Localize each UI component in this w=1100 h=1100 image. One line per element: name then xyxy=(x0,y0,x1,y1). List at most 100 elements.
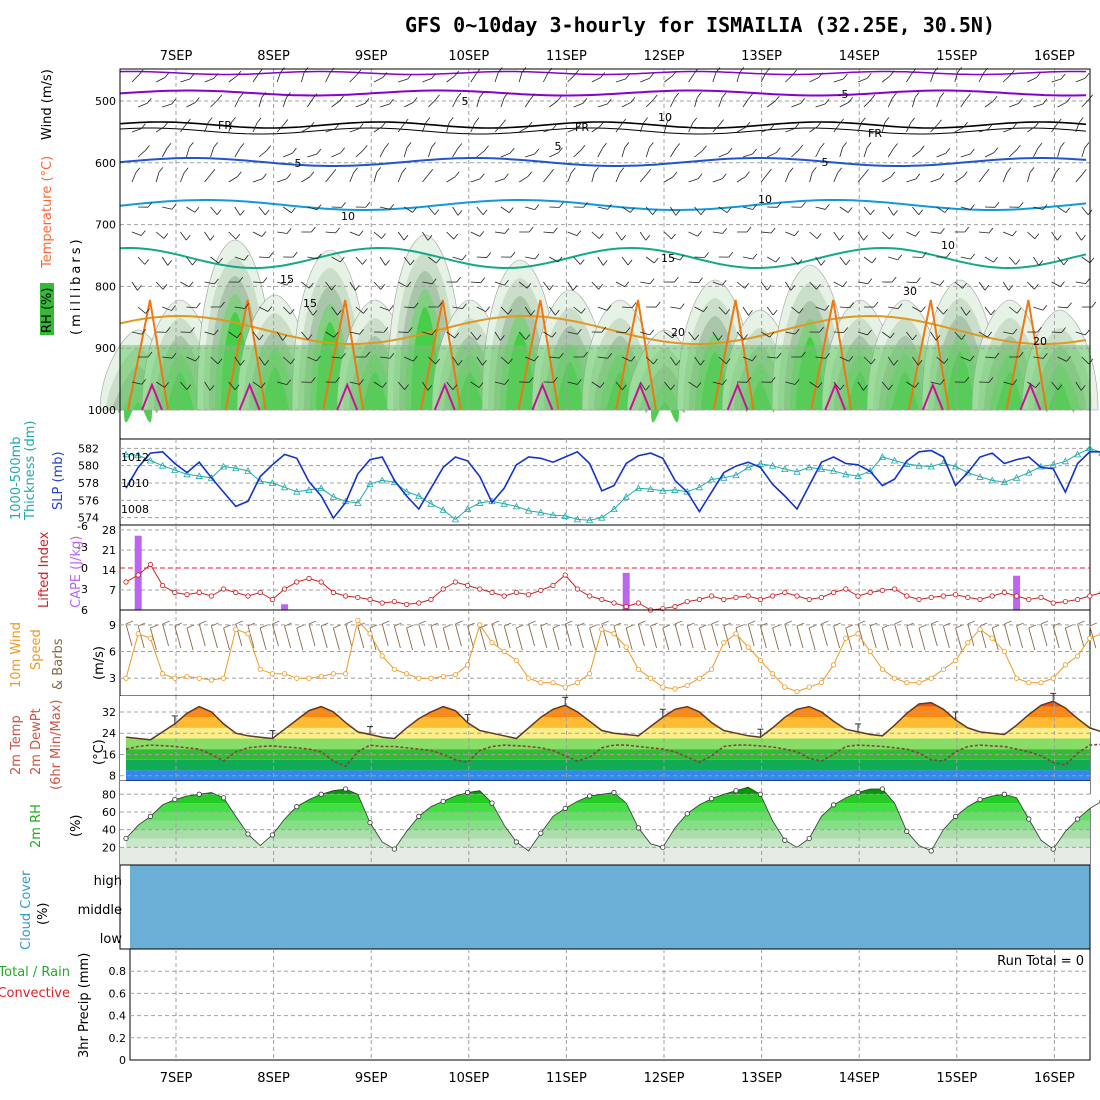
wind-barb-feather xyxy=(557,256,563,263)
wind-barb-feather xyxy=(994,202,1000,208)
contour-label: 15 xyxy=(280,273,294,286)
wind10-barb xyxy=(284,625,292,649)
cape-bar xyxy=(281,604,289,610)
contour-label: -5 xyxy=(838,88,849,101)
wind-barb xyxy=(645,256,655,264)
wind-barb xyxy=(234,256,245,261)
wind10-barb-feather xyxy=(1089,622,1097,627)
date-label-bottom: 8SEP xyxy=(257,1071,290,1086)
wind-barb xyxy=(131,74,140,83)
wind10-barb-feather xyxy=(223,624,231,629)
wind-barb xyxy=(1009,103,1019,108)
wind-barb-feather xyxy=(672,171,678,178)
wind-barb xyxy=(881,122,886,133)
wind-barb-feather xyxy=(185,234,191,241)
wind-barb xyxy=(621,306,633,309)
thickness-line-point xyxy=(1086,444,1094,452)
wind10-barb-feather xyxy=(772,624,780,629)
wind-barb xyxy=(936,306,944,315)
wind-barb xyxy=(131,381,142,385)
wind-speed-line-point xyxy=(221,675,227,681)
wind-barb xyxy=(664,122,668,133)
wind-barb-feather xyxy=(1016,307,1022,314)
wind-barb-feather xyxy=(893,360,899,366)
wind-barb xyxy=(881,75,891,83)
rh-2m-point xyxy=(221,795,227,801)
wind-barb-feather xyxy=(824,98,830,105)
wind-barb xyxy=(549,256,559,263)
wind-barb xyxy=(936,97,941,108)
wind10-barb xyxy=(442,627,450,651)
wind-barb xyxy=(863,356,872,365)
wind-barb-feather xyxy=(1057,118,1062,125)
contour-30 xyxy=(433,382,456,411)
lifted-index-line-point xyxy=(184,591,190,598)
wind-barb-feather xyxy=(790,285,796,291)
lifted-index-line-point xyxy=(525,591,532,598)
wind-barb xyxy=(881,331,891,339)
wind10-barb xyxy=(1052,625,1060,649)
wind-barb-feather xyxy=(870,209,875,215)
wind-barb xyxy=(1003,128,1013,133)
wind-speed-line-point xyxy=(477,622,483,628)
wind-barb-feather xyxy=(726,207,732,213)
wind-barb xyxy=(694,356,701,366)
wind-barb xyxy=(1075,77,1086,83)
lifted-index-line-point xyxy=(830,589,837,596)
wind-barb-feather xyxy=(721,280,727,286)
wind-speed-line-point xyxy=(1062,662,1069,668)
lifted-index-line-point xyxy=(1050,600,1056,606)
wind-barb-feather xyxy=(436,257,441,264)
thickness-line-point xyxy=(293,487,301,495)
contour-label: 20 xyxy=(1033,335,1047,348)
lifted-index-line-point xyxy=(269,596,275,603)
contour-25 xyxy=(322,299,365,411)
cloud-unit: (%) xyxy=(36,903,51,926)
wind-barb-feather xyxy=(671,233,676,240)
wind-barb xyxy=(1057,101,1067,108)
wind-barb xyxy=(712,331,719,341)
wind-barb-feather xyxy=(576,123,582,129)
wind-barb xyxy=(791,149,799,158)
wind-barb-feather xyxy=(621,234,627,241)
wind-barb xyxy=(960,356,971,362)
wind-barb-feather xyxy=(427,385,433,391)
tick-label: 1012 xyxy=(121,451,149,464)
wind-barb-feather xyxy=(922,252,927,258)
wind-barb xyxy=(428,206,436,215)
wind-barb-feather xyxy=(280,67,285,73)
tick-label: 6 xyxy=(109,646,116,659)
thickness-line-point xyxy=(158,461,167,469)
wind-barb-feather xyxy=(889,233,894,240)
tick-label: 576 xyxy=(78,494,99,507)
wind-barb-feather xyxy=(624,281,630,288)
wind-barb xyxy=(712,281,723,286)
contour-30 xyxy=(1019,382,1042,411)
wind-barb xyxy=(1002,74,1011,83)
wind-barb xyxy=(1027,77,1037,83)
wind-barb xyxy=(857,122,862,133)
wind-speed-line-point xyxy=(440,673,446,680)
wind-barb-feather xyxy=(816,233,822,239)
wind-barb-feather xyxy=(1018,98,1023,104)
wind10-barb-feather xyxy=(150,624,158,629)
thickness-line-point xyxy=(451,515,460,523)
wind-barb-feather xyxy=(238,92,244,99)
lifted-index-line-point xyxy=(586,593,593,599)
contour-label: FR xyxy=(868,127,882,140)
rh-2m-point xyxy=(172,796,178,803)
wind10-barb xyxy=(723,625,731,649)
wind-barb xyxy=(186,256,193,266)
wind-speed-line-point xyxy=(538,680,544,686)
wind-barb xyxy=(307,206,318,211)
wind10-barb xyxy=(759,625,767,649)
wind10-barb-feather xyxy=(333,624,341,629)
wind-barb-feather xyxy=(362,145,368,151)
wind-barb-feather xyxy=(625,327,631,333)
wind-barb-feather xyxy=(891,276,897,283)
wind-barb xyxy=(476,150,485,158)
wind-barb-feather xyxy=(244,303,249,309)
wind-barb-feather xyxy=(162,284,168,290)
wind-barb xyxy=(688,178,699,183)
wind10-barb-feather xyxy=(1053,622,1061,627)
